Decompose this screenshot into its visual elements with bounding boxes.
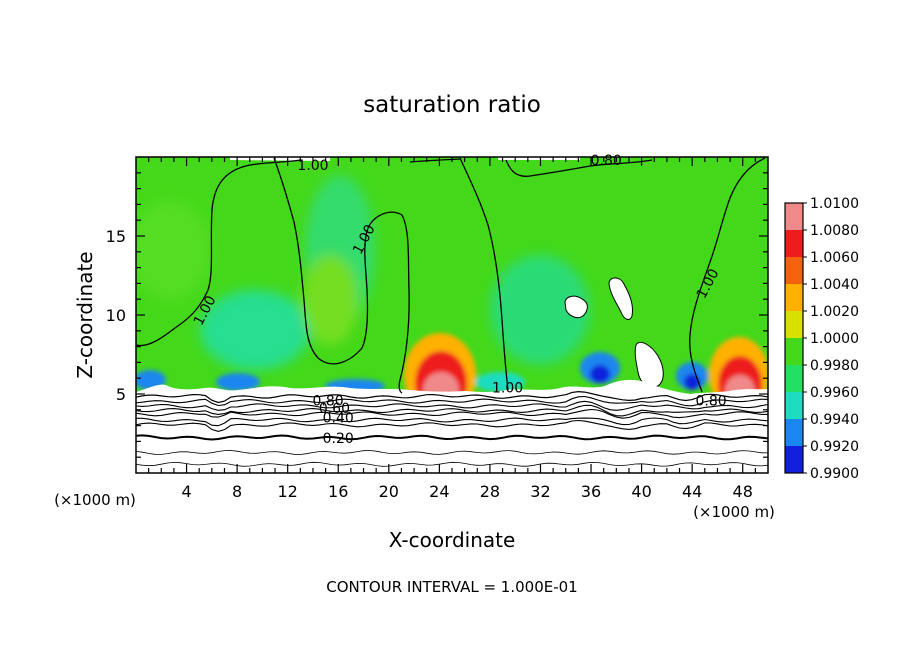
field-blob-light-left xyxy=(136,200,210,300)
contour-label: 0.80 xyxy=(591,153,622,169)
field-dry-patch-36km-core xyxy=(590,365,610,383)
colorbar-swatch xyxy=(785,419,803,447)
colorbar-swatch xyxy=(785,230,803,258)
contour-label-group: 1.00 xyxy=(297,158,328,174)
colorbar-label: 0.9920 xyxy=(810,439,859,455)
field-blob-cyan-right xyxy=(490,255,590,365)
lower-layer xyxy=(136,379,768,473)
field-white-patch-40km xyxy=(634,341,664,388)
lower-contour-line xyxy=(136,408,768,419)
lower-contour-line xyxy=(136,417,768,427)
x-tick-label: 48 xyxy=(733,482,753,501)
contour-label: 0.20 xyxy=(323,431,354,447)
field-white-patch-38km xyxy=(608,277,633,320)
lower-contour-line xyxy=(136,434,768,441)
contour-label-group: 0.80 xyxy=(313,393,344,409)
colorbar-label: 1.0040 xyxy=(810,277,859,293)
axis-ticks xyxy=(136,157,768,473)
contour-upper-3 xyxy=(459,157,509,391)
x-tick-label: 40 xyxy=(631,482,651,501)
colorbar-label: 0.9940 xyxy=(810,412,859,428)
upper-contours xyxy=(136,157,766,394)
lower-contour-line xyxy=(136,419,768,432)
x-tick-label: 20 xyxy=(379,482,399,501)
colorbar-label: 1.0000 xyxy=(810,331,859,347)
contour-label: 0.80 xyxy=(696,393,727,409)
colorbar-swatch xyxy=(785,311,803,339)
contour-label: 0.40 xyxy=(323,411,354,427)
x-tick-labels: 4 8 12 16 20 24 28 32 36 40 44 48 xyxy=(181,482,752,501)
contour-label: 0.60 xyxy=(319,401,350,417)
lower-contour-line xyxy=(136,390,768,404)
contour-upper-4 xyxy=(505,159,653,177)
x-tick-label: 36 xyxy=(581,482,601,501)
colorbar-swatch xyxy=(785,338,803,366)
contour-label-group: 0.80 xyxy=(591,153,622,169)
contour-label: 1.00 xyxy=(492,381,523,397)
contour-upper-1 xyxy=(136,159,301,347)
contour-upper-6 xyxy=(409,158,461,163)
x-tick-label: 44 xyxy=(682,482,702,501)
field-white-patch-35km xyxy=(564,295,588,319)
field-dry-patch-8km xyxy=(216,373,260,391)
field-cyan-patch-28km xyxy=(475,372,525,392)
y-tick-label: 15 xyxy=(106,227,126,246)
colorbar-label: 1.0080 xyxy=(810,223,859,239)
lower-contour-line xyxy=(136,404,768,417)
colorbar-label: 0.9900 xyxy=(810,466,859,482)
colorbar-swatch xyxy=(785,392,803,420)
lower-contours xyxy=(136,390,768,467)
x-tick-label: 16 xyxy=(328,482,348,501)
lower-contour-line xyxy=(136,400,768,411)
lower-contour-line xyxy=(136,461,768,467)
x-unit-label-right: (×1000 m) xyxy=(693,503,775,521)
y-axis-label: Z-coordinate xyxy=(73,251,97,378)
contour-label: 1.00 xyxy=(297,158,328,174)
colorbar-label: 1.0100 xyxy=(810,196,859,212)
contour-label-group: 0.80 xyxy=(696,393,727,409)
contour-upper-5 xyxy=(689,157,766,393)
colorbar-swatch xyxy=(785,284,803,312)
x-tick-label: 24 xyxy=(429,482,449,501)
field-blob-yellowish xyxy=(302,255,358,345)
lower-contour-line xyxy=(136,395,768,407)
field-white-strip-top xyxy=(230,157,580,161)
contour-upper-2 xyxy=(273,157,410,394)
colorbar-swatch xyxy=(785,365,803,393)
contour-label-group: 0.20 xyxy=(323,431,354,447)
colorbar-swatch xyxy=(785,257,803,285)
lower-contour-line xyxy=(136,450,768,455)
x-tick-label: 8 xyxy=(232,482,242,501)
contour-interval-note: CONTOUR INTERVAL = 1.000E-01 xyxy=(326,578,577,596)
contour-label-group: 1.00 xyxy=(492,381,523,397)
x-unit-label-left: (×1000 m) xyxy=(54,491,136,509)
y-tick-labels: 5 10 15 xyxy=(106,227,126,404)
y-tick-label: 10 xyxy=(106,306,126,325)
x-axis-label: X-coordinate xyxy=(389,528,516,552)
x-tick-label: 32 xyxy=(530,482,550,501)
x-tick-label: 28 xyxy=(480,482,500,501)
colorbar-label: 1.0020 xyxy=(810,304,859,320)
contour-label-group: 0.60 xyxy=(319,401,350,417)
colorbar-label: 0.9960 xyxy=(810,385,859,401)
colorbar-swatch xyxy=(785,446,803,474)
contour-label: 0.80 xyxy=(313,393,344,409)
colorbar: 1.0100 1.0080 1.0060 1.0040 1.0020 1.0000 0.99… xyxy=(784,196,859,482)
chart-title: saturation ratio xyxy=(363,92,541,118)
field-dry-patch-44km-core xyxy=(684,374,700,390)
contour-label-group: 0.40 xyxy=(323,411,354,427)
y-tick-label: 5 xyxy=(116,385,126,404)
colorbar-label: 1.0060 xyxy=(810,250,859,266)
colorbar-swatch xyxy=(785,203,803,231)
x-tick-label: 4 xyxy=(181,482,191,501)
field-dry-patch-left xyxy=(136,370,166,390)
field-blob-cyan-left xyxy=(200,290,310,370)
colorbar-label: 0.9980 xyxy=(810,358,859,374)
x-tick-label: 12 xyxy=(278,482,298,501)
